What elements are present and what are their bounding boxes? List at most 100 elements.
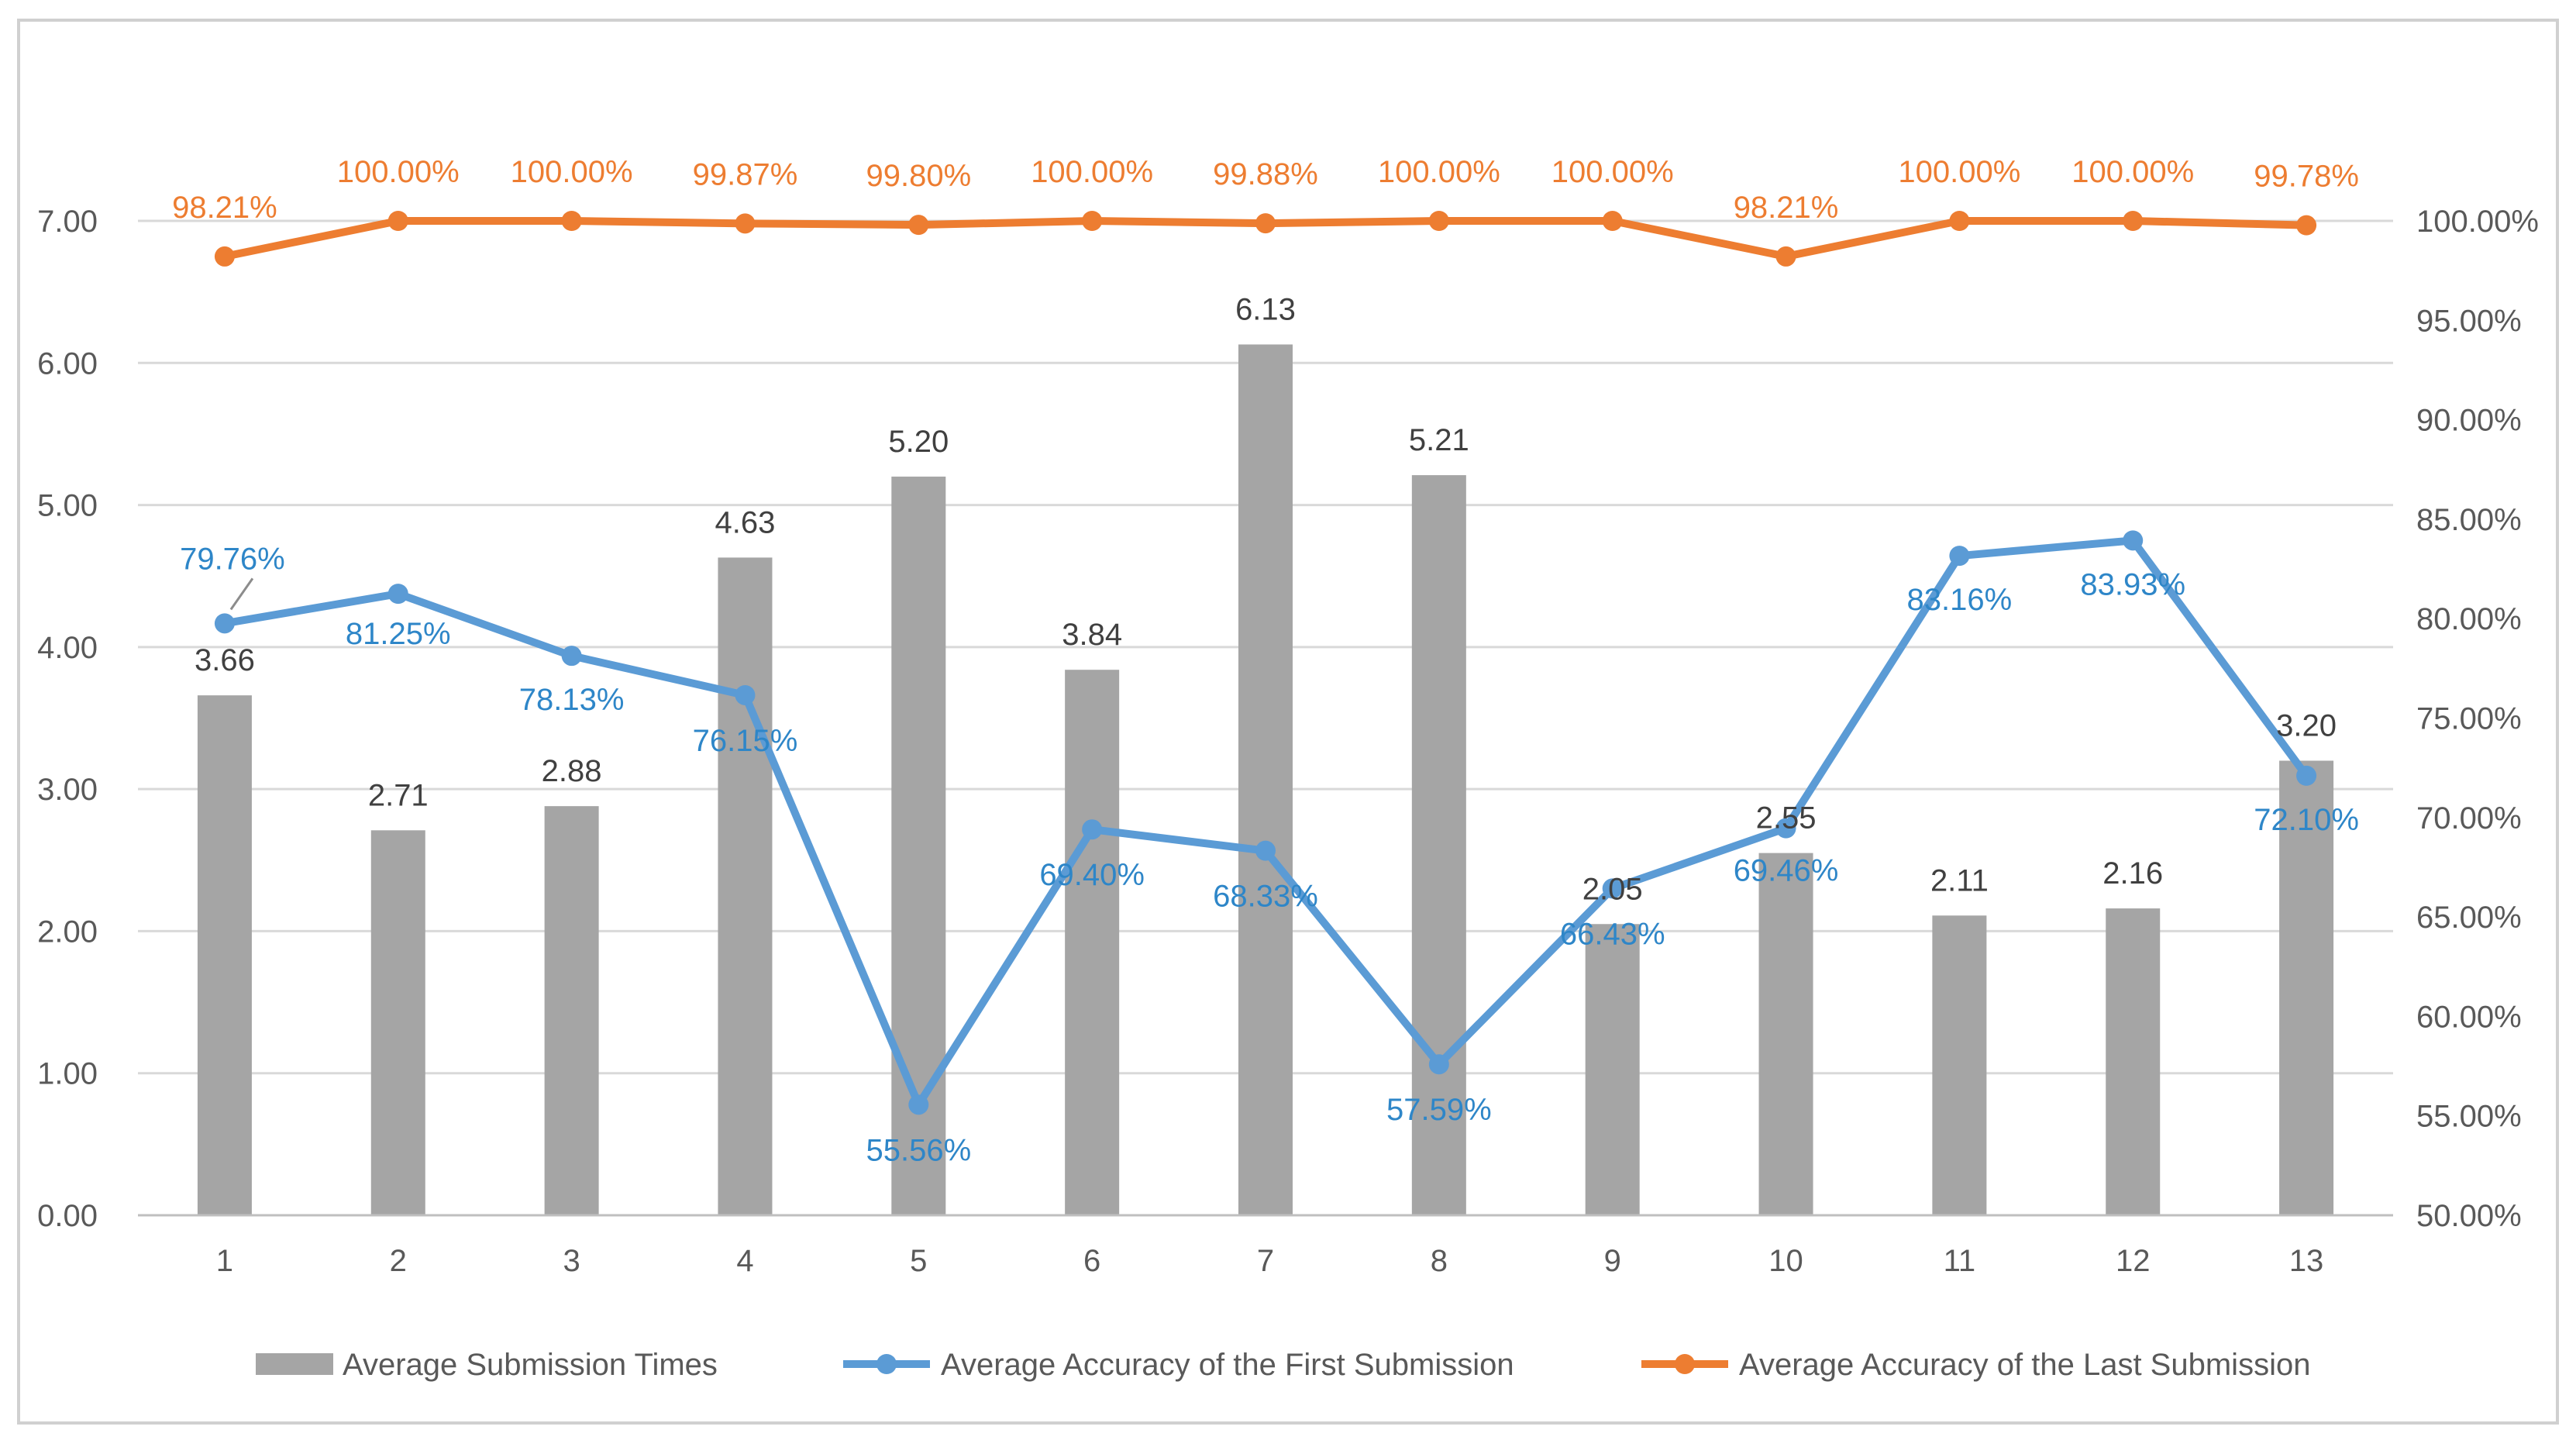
line-series (214, 211, 2317, 1115)
line-marker (1602, 211, 1623, 231)
bar-value-label: 3.20 (2276, 708, 2337, 742)
bar-value-label: 2.05 (1582, 872, 1643, 906)
bar-value-label: 2.16 (2102, 856, 2163, 891)
first-submission-value-label: 81.25% (346, 617, 451, 651)
first-submission-value-label: 76.15% (693, 724, 798, 758)
legend-label: Average Accuracy of the Last Submission (1739, 1348, 2310, 1382)
x-axis-tick-label: 4 (736, 1244, 753, 1278)
bar-value-label: 2.88 (542, 754, 602, 788)
x-axis-tick-label: 6 (1083, 1244, 1100, 1278)
first-submission-value-label: 83.16% (1907, 583, 2013, 617)
first-submission-value-label: 69.46% (1734, 854, 1839, 888)
line-marker (1255, 840, 1276, 861)
line-marker (214, 246, 235, 267)
bar (197, 695, 252, 1215)
left-axis-tick-label: 2.00 (37, 915, 98, 949)
bar (1238, 344, 1293, 1216)
x-axis-tick-label: 9 (1604, 1244, 1621, 1278)
last-submission-value-label: 99.80% (866, 159, 971, 193)
left-axis-tick-label: 6.00 (37, 346, 98, 381)
last-submission-value-label: 100.00% (1898, 155, 2020, 189)
x-axis-tick-label: 1 (216, 1244, 233, 1278)
last-submission-value-label: 100.00% (1031, 155, 1153, 189)
bar-value-label: 2.55 (1756, 801, 1817, 835)
right-axis-tick-label: 80.00% (2416, 602, 2522, 636)
line-marker (561, 211, 582, 231)
bar-value-label: 4.63 (715, 505, 776, 539)
left-axis-tick-label: 4.00 (37, 631, 98, 665)
last-submission-value-label: 100.00% (337, 155, 460, 189)
last-submission-value-label: 99.87% (693, 157, 798, 191)
axes: 0.001.002.003.004.005.006.007.0050.00%55… (37, 205, 2539, 1278)
line-marker (214, 613, 235, 634)
left-axis-tick-label: 7.00 (37, 205, 98, 239)
x-axis-tick-label: 5 (910, 1244, 927, 1278)
bar (2106, 908, 2161, 1215)
bar-value-label: 3.66 (195, 643, 255, 677)
x-axis-tick-label: 13 (2289, 1244, 2324, 1278)
right-axis-tick-label: 90.00% (2416, 404, 2522, 438)
x-axis-tick-label: 10 (1768, 1244, 1803, 1278)
right-axis-tick-label: 70.00% (2416, 801, 2522, 835)
bar (1758, 853, 1813, 1215)
line-marker (1428, 1054, 1449, 1075)
legend-label: Average Accuracy of the First Submission (941, 1348, 1514, 1382)
line-marker (1949, 546, 1970, 567)
right-axis-tick-label: 60.00% (2416, 1000, 2522, 1034)
first-submission-value-label: 66.43% (1560, 917, 1665, 951)
bar-series (197, 344, 2334, 1216)
line-marker (908, 1094, 929, 1115)
line-marker (1775, 246, 1796, 267)
line-marker (2296, 215, 2317, 236)
line-marker (1775, 818, 1796, 839)
line-marker (1949, 211, 1970, 231)
line-marker (908, 215, 929, 236)
x-axis-tick-label: 8 (1431, 1244, 1448, 1278)
legend-swatch-bar (256, 1353, 333, 1375)
right-axis-tick-label: 65.00% (2416, 901, 2522, 935)
legend-swatch-marker (1675, 1354, 1695, 1374)
right-axis-tick-label: 100.00% (2416, 205, 2539, 239)
last-submission-value-label: 100.00% (1378, 155, 1500, 189)
line-marker (2123, 530, 2144, 551)
left-axis-tick-label: 0.00 (37, 1199, 98, 1233)
right-axis-tick-label: 85.00% (2416, 503, 2522, 537)
first-submission-value-label: 78.13% (519, 683, 625, 717)
legend: Average Submission Times Average Accuracy… (256, 1348, 2310, 1382)
x-axis-tick-label: 12 (2116, 1244, 2151, 1278)
bar (891, 476, 946, 1215)
right-axis-tick-label: 55.00% (2416, 1100, 2522, 1134)
first-submission-value-label: 83.93% (2080, 567, 2185, 601)
x-axis-tick-label: 2 (390, 1244, 407, 1278)
bar-value-label: 2.11 (1930, 863, 1989, 897)
left-axis-tick-label: 5.00 (37, 489, 98, 523)
line-marker (1082, 819, 1103, 840)
last-submission-value-label: 100.00% (511, 155, 633, 189)
right-axis-tick-label: 95.00% (2416, 304, 2522, 338)
line-marker (387, 584, 408, 605)
line-marker (2296, 765, 2317, 786)
last-submission-value-label: 98.21% (1734, 191, 1839, 225)
first-submission-value-label: 55.56% (866, 1133, 971, 1167)
line-marker (1428, 211, 1449, 231)
last-submission-value-label: 100.00% (2071, 155, 2194, 189)
line-marker (561, 646, 582, 667)
last-submission-value-label: 100.00% (1551, 155, 1674, 189)
right-axis-tick-label: 50.00% (2416, 1199, 2522, 1233)
bar-value-label: 6.13 (1235, 292, 1296, 326)
line-marker (2123, 211, 2144, 231)
bar (544, 806, 599, 1215)
left-axis-tick-label: 1.00 (37, 1057, 98, 1091)
bar-value-label: 5.20 (888, 425, 949, 459)
last-submission-value-label: 99.78% (2254, 160, 2359, 194)
bar (1585, 924, 1640, 1215)
label-leader-line (229, 577, 254, 611)
line-marker (735, 213, 756, 234)
bar-value-label: 5.21 (1409, 423, 1469, 457)
bar (1065, 670, 1120, 1215)
data-labels: 3.66 2.71 2.88 4.63 5.20 3.84 6.13 5.21 2.05 2.55… (172, 155, 2359, 1167)
line-marker (1255, 213, 1276, 234)
bar (718, 557, 773, 1215)
line-marker (387, 211, 408, 231)
